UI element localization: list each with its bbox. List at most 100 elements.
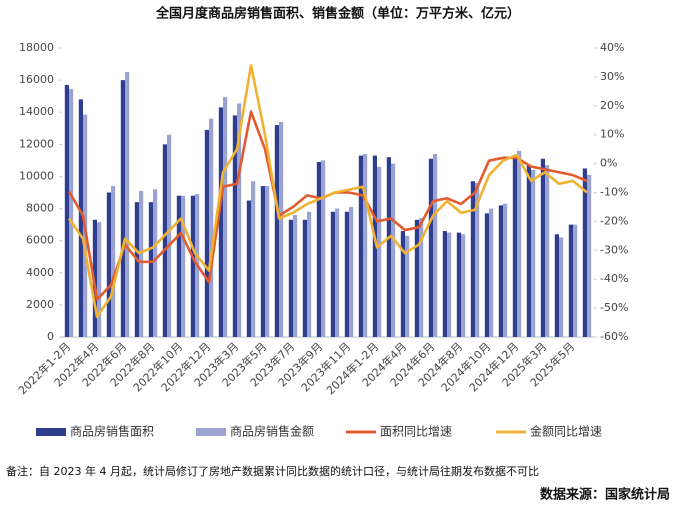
- bar: [545, 165, 550, 337]
- bar: [176, 195, 181, 337]
- y2-tick-label: 20%: [600, 99, 624, 112]
- bar: [433, 153, 438, 337]
- legend-label: 金额同比增速: [530, 424, 602, 439]
- bar: [260, 186, 265, 337]
- bar: [218, 107, 223, 338]
- bar: [125, 72, 130, 337]
- bar: [554, 234, 559, 337]
- bar: [293, 214, 298, 337]
- bar: [204, 129, 209, 337]
- y2-tick-label: -10%: [600, 186, 628, 199]
- y2-tick-label: -20%: [600, 214, 628, 227]
- bar: [503, 203, 508, 337]
- bar: [223, 96, 228, 337]
- y-tick-label: 14000: [19, 105, 54, 118]
- y2-tick-label: 0%: [600, 157, 617, 170]
- y-tick-label: 10000: [19, 169, 54, 182]
- y2-tick-label: 40%: [600, 41, 624, 54]
- y2-tick-label: -40%: [600, 272, 628, 285]
- bar: [517, 150, 522, 337]
- bar: [190, 195, 195, 337]
- bar: [442, 231, 447, 337]
- bar: [363, 153, 368, 337]
- bar: [92, 219, 97, 337]
- bar: [209, 118, 214, 338]
- bar: [167, 134, 172, 337]
- y2-tick-label: -50%: [600, 301, 628, 314]
- bar: [97, 222, 102, 337]
- legend-label: 商品房销售面积: [70, 424, 154, 439]
- bar: [573, 224, 578, 337]
- bar: [414, 219, 419, 337]
- bar: [559, 237, 564, 337]
- bar: [344, 211, 349, 337]
- y-tick-label: 18000: [19, 41, 54, 54]
- line: [67, 110, 588, 301]
- y2-tick-label: 30%: [600, 70, 624, 83]
- bar: [470, 181, 475, 337]
- y2-tick-label: 10%: [600, 128, 624, 141]
- bar: [237, 103, 242, 338]
- bar: [274, 125, 279, 337]
- legend-swatch: [196, 428, 226, 436]
- bar: [148, 202, 153, 337]
- bar: [302, 219, 307, 337]
- bar: [232, 115, 237, 337]
- source: 数据来源：国家统计局: [540, 487, 670, 503]
- y2-tick-label: -30%: [600, 243, 628, 256]
- bar: [307, 211, 312, 337]
- bar: [461, 234, 466, 337]
- bar: [526, 165, 531, 337]
- bar: [246, 200, 251, 337]
- bar: [134, 202, 139, 337]
- bar: [372, 155, 377, 337]
- y-tick-label: 8000: [26, 202, 54, 215]
- bar: [531, 170, 536, 337]
- y-tick-label: 16000: [19, 73, 54, 86]
- bar: [489, 208, 494, 337]
- note: 备注：自 2023 年 4 月起，统计局修订了房地产数据累计同比数据的统计口径，…: [6, 464, 539, 478]
- y-tick-label: 0: [47, 330, 54, 343]
- chart-title: 全国月度商品房销售面积、销售金额（单位：万平方米、亿元）: [155, 6, 520, 22]
- bar: [330, 211, 335, 337]
- bar: [386, 157, 391, 337]
- bar: [139, 190, 144, 337]
- bar: [540, 158, 545, 337]
- bar: [321, 160, 326, 337]
- bar: [162, 144, 167, 337]
- bar: [265, 186, 270, 337]
- bar: [456, 232, 461, 337]
- bar: [106, 192, 111, 337]
- bar: [405, 235, 410, 337]
- y-tick-label: 6000: [26, 234, 54, 247]
- bar: [279, 121, 284, 337]
- bar: [335, 208, 340, 337]
- bar: [181, 195, 186, 337]
- bar: [587, 174, 592, 337]
- bar: [484, 213, 489, 337]
- bar: [568, 224, 573, 337]
- y2-tick-label: -60%: [600, 330, 628, 343]
- bar: [512, 158, 517, 337]
- bar: [582, 168, 587, 337]
- y-tick-label: 4000: [26, 266, 54, 279]
- legend-label: 面积同比增速: [380, 425, 452, 439]
- bar: [358, 155, 363, 337]
- y-tick-label: 12000: [19, 137, 54, 150]
- bar: [316, 161, 321, 337]
- bar: [64, 84, 69, 337]
- bar: [153, 189, 158, 337]
- bar: [498, 205, 503, 337]
- bar: [377, 166, 382, 337]
- bar: [391, 163, 396, 337]
- legend-swatch: [36, 428, 66, 436]
- bar: [400, 231, 405, 337]
- y-tick-label: 2000: [26, 298, 54, 311]
- line: [67, 64, 588, 319]
- bar: [419, 218, 424, 337]
- bar: [288, 219, 293, 337]
- bar: [120, 80, 125, 337]
- bar: [428, 158, 433, 337]
- bar: [251, 181, 256, 337]
